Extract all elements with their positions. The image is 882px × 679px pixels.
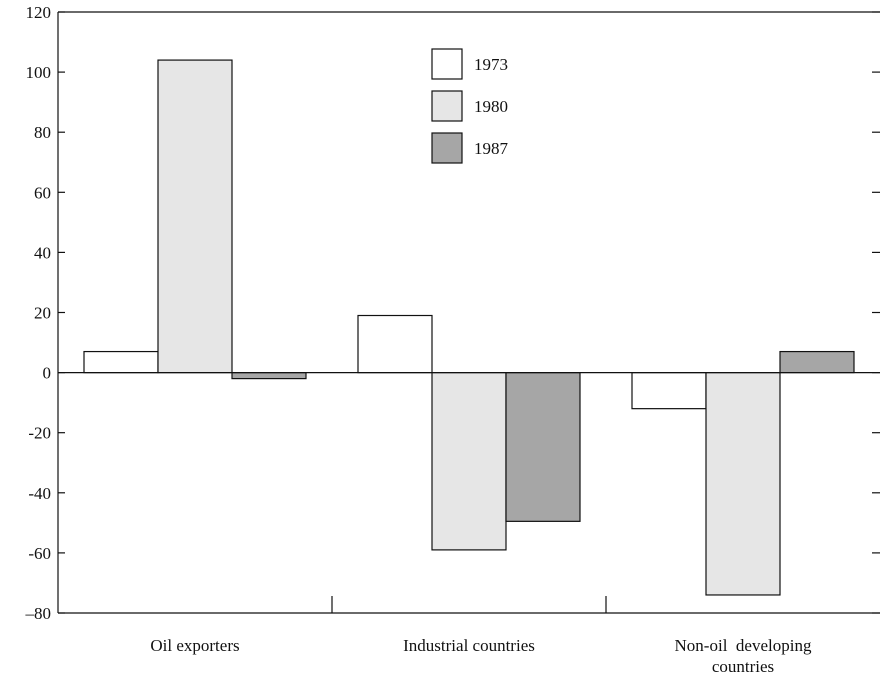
bar-1973-2	[631, 372, 707, 410]
y-tick-label: 100	[26, 63, 52, 82]
bar-1973-1	[357, 314, 433, 374]
y-axis: –80 -60 -40 -20 0 20 40 60 80 100 120	[25, 3, 880, 623]
y-tick-label: -20	[28, 424, 51, 443]
y-tick-label: -40	[28, 484, 51, 503]
legend-swatch-1980	[431, 90, 463, 122]
bar-1987-2	[779, 350, 855, 374]
y-tick-label: 80	[34, 123, 51, 142]
y-tick-label: –80	[25, 604, 52, 623]
category-label: Non-oil developing	[675, 636, 812, 655]
bar-1973-0	[83, 350, 159, 374]
category-label: countries	[712, 657, 774, 676]
y-tick-label: -60	[28, 544, 51, 563]
legend-label-1987: 1987	[474, 139, 509, 158]
y-tick-label: 60	[34, 183, 51, 202]
bar-1987-1	[505, 372, 581, 522]
y-tick-label: 20	[34, 304, 51, 323]
legend: 1973 1980 1987	[431, 48, 509, 164]
category-label: Oil exporters	[150, 636, 239, 655]
bar-1980-2	[705, 372, 781, 596]
bar-1987-0	[231, 372, 307, 380]
y-tick-label: 40	[34, 243, 51, 262]
legend-label-1980: 1980	[474, 97, 508, 116]
legend-label-1973: 1973	[474, 55, 508, 74]
bar-1980-0	[157, 59, 233, 374]
bars	[58, 59, 880, 596]
legend-swatch-1973	[431, 48, 463, 80]
y-tick-label: 120	[26, 3, 52, 22]
legend-swatch-1987	[431, 132, 463, 164]
y-tick-label: 0	[43, 364, 52, 383]
category-label: Industrial countries	[403, 636, 535, 655]
x-axis: Oil exporters Industrial countries Non-oil…	[150, 596, 812, 676]
bar-1980-1	[431, 372, 507, 551]
